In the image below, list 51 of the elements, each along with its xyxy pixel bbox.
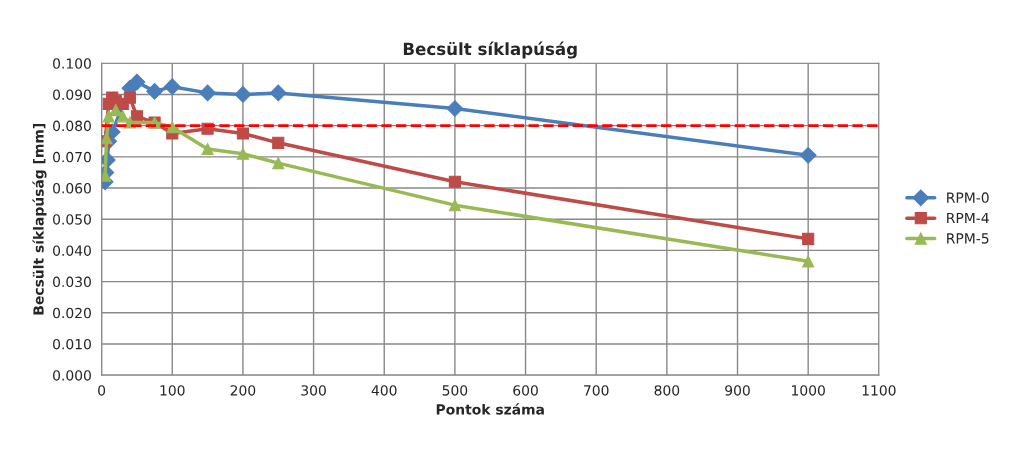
y-tick-label: 0.060 — [53, 183, 91, 194]
x-tick-label: 1000 — [792, 385, 825, 396]
x-tick-label: 600 — [513, 385, 538, 396]
y-tick-label: 0.080 — [53, 120, 91, 132]
point — [234, 86, 252, 103]
x-axis-title: Pontok száma — [436, 403, 544, 415]
x-tick-label: 100 — [160, 385, 185, 396]
point — [146, 82, 163, 100]
y-axis-title: Becsült síklapúság [mm] — [32, 123, 47, 315]
point — [102, 110, 115, 123]
point — [109, 103, 122, 117]
legend-label: RPM-5 — [947, 233, 989, 244]
point — [236, 127, 249, 140]
x-tick-label: 300 — [301, 385, 326, 396]
point — [128, 73, 146, 91]
point — [446, 100, 464, 117]
x-tick-label: 200 — [230, 385, 256, 396]
point — [123, 91, 136, 104]
y-tick-label: 0.040 — [53, 245, 91, 256]
x-tick-label: 1100 — [862, 385, 896, 396]
y-tick-label: 0.050 — [53, 214, 91, 225]
point — [272, 157, 285, 170]
x-tick-label: 700 — [584, 385, 609, 396]
x-tick-label: 0 — [98, 385, 106, 396]
y-tick-label: 0.020 — [53, 307, 91, 319]
chart-title: Becsült síklapúság — [403, 41, 577, 59]
y-tick-label: 0.100 — [53, 58, 91, 69]
point — [802, 232, 815, 245]
point — [201, 142, 214, 156]
x-tick-label: 500 — [442, 385, 468, 396]
y-tick-label: 0.030 — [53, 276, 91, 288]
y-tick-label: 0.070 — [53, 151, 91, 163]
legend-label: RPM-4 — [947, 212, 989, 224]
point — [163, 78, 181, 96]
point — [448, 175, 461, 188]
point — [802, 255, 815, 268]
point — [272, 136, 285, 149]
point — [799, 146, 817, 164]
y-tick-label: 0.010 — [53, 338, 91, 350]
point — [236, 147, 249, 160]
x-tick-label: 900 — [725, 385, 750, 396]
y-tick-label: 0.000 — [53, 370, 91, 381]
y-tick-label: 0.090 — [53, 89, 91, 100]
legend-label: RPM-0 — [947, 192, 989, 203]
x-tick-label: 800 — [654, 385, 680, 396]
point — [166, 121, 179, 134]
x-tick-label: 400 — [371, 385, 397, 396]
point — [199, 84, 216, 102]
point — [116, 110, 129, 123]
point — [269, 84, 287, 102]
point — [448, 199, 461, 212]
